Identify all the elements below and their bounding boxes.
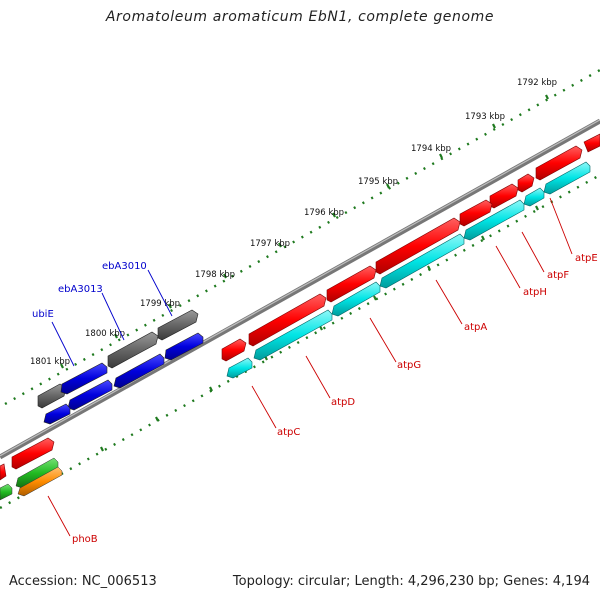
- leader-phoB: [47, 495, 71, 537]
- scale-labels: 1792 kbp 1793 kbp 1794 kbp 1795 kbp 1796…: [30, 78, 557, 367]
- gene-atpD-fwd[interactable]: [326, 265, 377, 303]
- reverse-strand-genes: [226, 161, 591, 379]
- outer-major-ticks: [60, 94, 549, 369]
- scale-label-1794: 1794 kbp: [411, 144, 451, 154]
- gene-phoB-orange[interactable]: [17, 466, 63, 497]
- leader-atpC: [251, 385, 277, 429]
- gene-label-atpG[interactable]: atpG: [397, 360, 421, 371]
- gene-label-atpF[interactable]: atpF: [547, 270, 569, 281]
- leader-atpE: [549, 197, 573, 255]
- gene-ebA3010-gray[interactable]: [157, 309, 199, 341]
- left-gene-cluster: [37, 309, 204, 425]
- inner-scale-track: [0, 173, 600, 510]
- gene-ebA3013-gray[interactable]: [107, 331, 159, 369]
- scale-label-1799: 1799 kbp: [140, 299, 180, 309]
- scale-label-1801: 1801 kbp: [30, 357, 70, 367]
- leader-lines: [47, 197, 573, 537]
- gene-atpG-fwd[interactable]: [375, 217, 461, 275]
- gene-small-red[interactable]: [221, 338, 247, 362]
- gene-label-atpA[interactable]: atpA: [464, 322, 487, 333]
- gene-atpC-rev[interactable]: [253, 309, 333, 361]
- gene-label-ubiE[interactable]: ubiE: [32, 309, 54, 320]
- gene-labels: ebA3010 ebA3013 ubiE atpE atpF atpH atpA…: [32, 253, 598, 545]
- genome-summary: Topology: circular; Length: 4,296,230 bp…: [232, 574, 590, 589]
- gene-label-ebA3013[interactable]: ebA3013: [58, 284, 103, 295]
- scale-label-1796: 1796 kbp: [304, 208, 344, 218]
- scale-label-1798: 1798 kbp: [195, 270, 235, 280]
- forward-strand-genes: [0, 133, 600, 481]
- gene-ebA3010-blue[interactable]: [164, 332, 204, 361]
- gene-label-atpC[interactable]: atpC: [277, 427, 300, 438]
- scale-label-1800: 1800 kbp: [85, 329, 125, 339]
- gene-green-b[interactable]: [0, 483, 13, 501]
- gene-ubiE-gray[interactable]: [37, 383, 67, 409]
- scale-label-1793: 1793 kbp: [465, 112, 505, 122]
- gene-left-red[interactable]: [11, 437, 55, 470]
- leader-atpG: [369, 317, 397, 363]
- scale-label-1795: 1795 kbp: [358, 177, 398, 187]
- leader-atpH: [495, 245, 521, 289]
- gene-atpA-fwd[interactable]: [459, 199, 493, 227]
- gene-label-phoB[interactable]: phoB: [72, 534, 98, 545]
- gene-ubiE-blue-a[interactable]: [60, 362, 108, 395]
- gene-small-cyan[interactable]: [226, 357, 253, 379]
- leader-ubiE: [51, 321, 75, 367]
- leader-atpF: [521, 231, 545, 273]
- inner-major-ticks: [47, 205, 539, 482]
- leader-atpA: [435, 279, 463, 325]
- gene-atpE[interactable]: [535, 145, 583, 181]
- gene-ubiE-blue-c[interactable]: [43, 403, 71, 425]
- gene-ebA3013-blue[interactable]: [113, 353, 165, 389]
- scale-label-1797: 1797 kbp: [250, 239, 290, 249]
- gene-left-edge-red[interactable]: [0, 463, 7, 481]
- map-title: Aromatoleum aromaticum EbN1, complete ge…: [105, 9, 495, 25]
- accession-label: Accession: NC_006513: [9, 574, 157, 589]
- outer-scale-track: [4, 68, 600, 406]
- leader-atpD: [305, 355, 331, 399]
- bottom-left-genes: [0, 457, 63, 501]
- scale-label-1792: 1792 kbp: [517, 78, 557, 88]
- backbone-highlight: [0, 119, 600, 457]
- gene-atpF-rev[interactable]: [523, 187, 545, 207]
- gene-label-atpD[interactable]: atpD: [331, 397, 355, 408]
- gene-atpC-fwd[interactable]: [248, 293, 327, 347]
- gene-right-edge-red[interactable]: [583, 133, 600, 153]
- gene-atpF-fwd[interactable]: [517, 173, 535, 193]
- gene-label-ebA3010[interactable]: ebA3010: [102, 261, 147, 272]
- leader-ebA3013: [101, 292, 125, 341]
- gene-label-atpE[interactable]: atpE: [575, 253, 598, 264]
- gene-label-atpH[interactable]: atpH: [523, 287, 547, 298]
- genome-backbone: [0, 118, 600, 460]
- leader-ebA3010: [147, 269, 173, 317]
